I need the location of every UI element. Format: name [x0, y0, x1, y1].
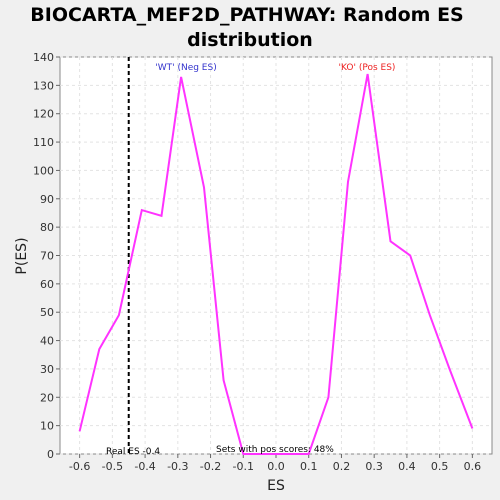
y-tick-label: 60 [40, 278, 54, 291]
y-tick-label: 100 [33, 164, 54, 177]
x-axis-ticks: -0.6 -0.5 -0.4 -0.3 -0.2 -0.1 0.0 0.1 0.2 0.3 0.4 0… [69, 454, 481, 473]
x-tick-label: 0.6 [464, 460, 482, 473]
y-tick-label: 110 [33, 136, 54, 149]
x-tick-label: 0.5 [431, 460, 449, 473]
chart-title-line1: BIOCARTA_MEF2D_PATHWAY: Random ES [30, 4, 463, 26]
x-tick-label: -0.5 [102, 460, 123, 473]
wt-neg-es-label: 'WT' (Neg ES) [155, 63, 216, 73]
y-tick-label: 50 [40, 306, 54, 319]
ko-pos-es-label: 'KO' (Pos ES) [339, 63, 396, 73]
y-tick-label: 40 [40, 335, 54, 348]
y-tick-label: 90 [40, 193, 54, 206]
x-tick-label: -0.2 [200, 460, 221, 473]
y-axis-label: P(ES) [14, 237, 30, 274]
x-tick-label: -0.6 [69, 460, 90, 473]
x-axis-label: ES [267, 478, 285, 494]
chart-title-line2: distribution [187, 29, 313, 51]
real-es-label: Real ES -0.4 [106, 447, 160, 457]
y-tick-label: 140 [33, 51, 54, 64]
x-tick-label: -0.4 [134, 460, 155, 473]
y-tick-label: 10 [40, 420, 54, 433]
y-tick-label: 120 [33, 108, 54, 121]
x-tick-label: 0.0 [267, 460, 285, 473]
y-tick-label: 70 [40, 250, 54, 263]
y-tick-label: 130 [33, 79, 54, 92]
x-tick-label: 0.3 [365, 460, 383, 473]
x-tick-label: -0.1 [233, 460, 254, 473]
y-tick-label: 20 [40, 391, 54, 404]
x-tick-label: 0.1 [300, 460, 318, 473]
pos-scores-label: Sets with pos scores: 48% [216, 445, 334, 455]
y-tick-label: 0 [47, 448, 54, 461]
y-axis-ticks: 0 10 20 30 40 50 60 70 80 90 100 110 120 130 140 [33, 51, 60, 461]
x-tick-label: -0.3 [167, 460, 188, 473]
y-tick-label: 30 [40, 363, 54, 376]
x-tick-label: 0.4 [398, 460, 416, 473]
y-tick-label: 80 [40, 221, 54, 234]
x-tick-label: 0.2 [333, 460, 351, 473]
es-distribution-line [78, 73, 474, 455]
